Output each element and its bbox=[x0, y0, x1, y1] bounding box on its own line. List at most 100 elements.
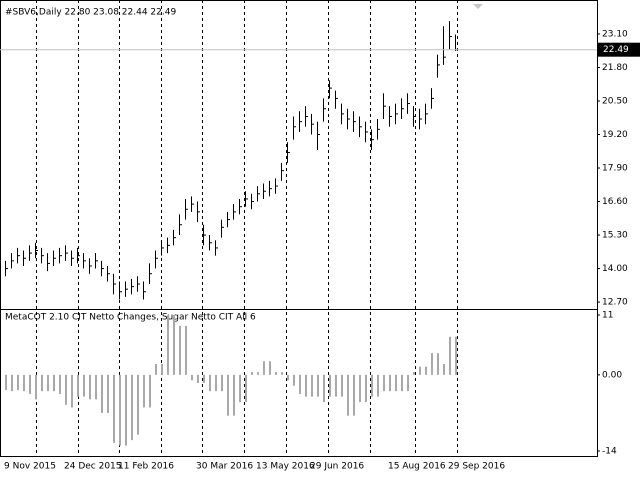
histogram-bar bbox=[137, 374, 139, 435]
histogram-bar bbox=[47, 374, 49, 392]
histogram-bar bbox=[221, 374, 223, 392]
histogram-bar bbox=[455, 336, 457, 375]
histogram-bar bbox=[17, 374, 19, 391]
y-tick-label: -14 bbox=[602, 446, 617, 456]
y-tick-label: 14.00 bbox=[602, 264, 628, 274]
histogram-bar bbox=[329, 374, 331, 397]
histogram-bar bbox=[311, 374, 313, 397]
shift-marker bbox=[473, 4, 483, 9]
x-tick-label: 11 Feb 2016 bbox=[118, 462, 174, 472]
x-tick-label: 30 Mar 2016 bbox=[196, 462, 253, 472]
histogram-bar bbox=[53, 374, 55, 392]
histogram-bar bbox=[347, 374, 349, 416]
histogram-bar bbox=[41, 374, 43, 392]
histogram-bar bbox=[377, 374, 379, 397]
y-tick-label: 12.70 bbox=[602, 298, 628, 308]
histogram-bar bbox=[239, 374, 241, 403]
y-tick-label: 19.20 bbox=[602, 130, 628, 140]
histogram-bar bbox=[107, 374, 109, 413]
chart-title: #SBV6,Daily 22.80 23.08 22.44 22.49 bbox=[5, 8, 176, 18]
x-tick-label: 9 Nov 2015 bbox=[4, 462, 56, 472]
y-tick-label: 20.50 bbox=[602, 96, 628, 106]
y-tick-label: 15.30 bbox=[602, 231, 628, 241]
histogram-bar bbox=[83, 374, 85, 397]
histogram-bar bbox=[161, 363, 163, 375]
histogram-bar bbox=[191, 374, 193, 381]
x-tick-label: 29 Sep 2016 bbox=[448, 462, 505, 472]
histogram-bar bbox=[71, 374, 73, 408]
histogram-bar bbox=[149, 374, 151, 408]
histogram-bar bbox=[167, 315, 169, 375]
histogram-bar bbox=[419, 366, 421, 375]
histogram-bar bbox=[59, 374, 61, 394]
last-price-box bbox=[597, 42, 640, 57]
y-tick-label: 17.90 bbox=[602, 164, 628, 174]
histogram-bar bbox=[95, 374, 97, 400]
histogram-bar bbox=[317, 374, 319, 397]
histogram-bar bbox=[389, 374, 391, 392]
histogram-bar bbox=[293, 374, 295, 386]
histogram-bar bbox=[383, 374, 385, 392]
histogram-bar bbox=[281, 372, 283, 375]
histogram-bar bbox=[77, 374, 79, 397]
histogram-bar bbox=[269, 361, 271, 375]
histogram-bar bbox=[413, 372, 415, 375]
histogram-bar bbox=[431, 353, 433, 375]
histogram-bar bbox=[251, 372, 253, 375]
histogram-bar bbox=[35, 374, 37, 400]
x-tick-label: 24 Dec 2015 bbox=[64, 462, 122, 472]
histogram-bar bbox=[113, 374, 115, 443]
histogram-bar bbox=[155, 363, 157, 375]
x-tick-label: 15 Aug 2016 bbox=[388, 462, 446, 472]
histogram-bar bbox=[173, 315, 175, 375]
indicator-title: MetaCOT 2.10 CIT Netto Changes, Sugar Ne… bbox=[5, 313, 256, 323]
y-tick-label: 21.80 bbox=[602, 63, 628, 73]
histogram-bar bbox=[341, 374, 343, 397]
histogram-bar bbox=[365, 374, 367, 403]
y-tick-label: 11 bbox=[602, 311, 613, 321]
x-tick-label: 29 Jun 2016 bbox=[310, 462, 364, 472]
histogram-bar bbox=[275, 372, 277, 375]
y-tick-label: 23.10 bbox=[602, 29, 628, 39]
histogram-bar bbox=[353, 374, 355, 416]
histogram-bar bbox=[401, 374, 403, 392]
histogram-bar bbox=[449, 336, 451, 375]
histogram-bar bbox=[215, 374, 217, 392]
histogram-bar bbox=[407, 374, 409, 392]
histogram-bar bbox=[245, 374, 247, 403]
histogram-bar bbox=[29, 374, 31, 394]
histogram-bar bbox=[203, 374, 205, 383]
histogram-bar bbox=[233, 374, 235, 416]
histogram-bar bbox=[287, 374, 289, 381]
histogram-bar bbox=[119, 374, 121, 446]
histogram-bar bbox=[125, 374, 127, 446]
histogram-bar bbox=[437, 353, 439, 375]
histogram-bar bbox=[371, 374, 373, 397]
histogram-bar bbox=[323, 374, 325, 403]
histogram-bar bbox=[257, 372, 259, 375]
histogram-bar bbox=[179, 325, 181, 375]
histogram-bar bbox=[263, 361, 265, 375]
plot-frame bbox=[0, 0, 598, 457]
histogram-bar bbox=[89, 374, 91, 400]
histogram-bar bbox=[395, 374, 397, 392]
histogram-bar bbox=[197, 374, 199, 383]
histogram-bar bbox=[443, 363, 445, 375]
histogram-bar bbox=[5, 374, 7, 391]
y-tick-label: 0.00 bbox=[602, 370, 622, 380]
histogram-bar bbox=[143, 374, 145, 408]
histogram-bar bbox=[11, 374, 13, 392]
last-price-label: 22.49 bbox=[603, 45, 629, 55]
y-tick-label: 16.60 bbox=[602, 197, 628, 207]
histogram-bar bbox=[185, 325, 187, 375]
histogram-bar bbox=[227, 374, 229, 416]
x-tick-label: 13 May 2016 bbox=[256, 462, 315, 472]
histogram-bar bbox=[335, 374, 337, 397]
histogram-bar bbox=[65, 374, 67, 405]
histogram-bar bbox=[425, 366, 427, 375]
histogram-bar bbox=[299, 374, 301, 394]
histogram-bar bbox=[209, 374, 211, 392]
histogram-bar bbox=[305, 374, 307, 397]
